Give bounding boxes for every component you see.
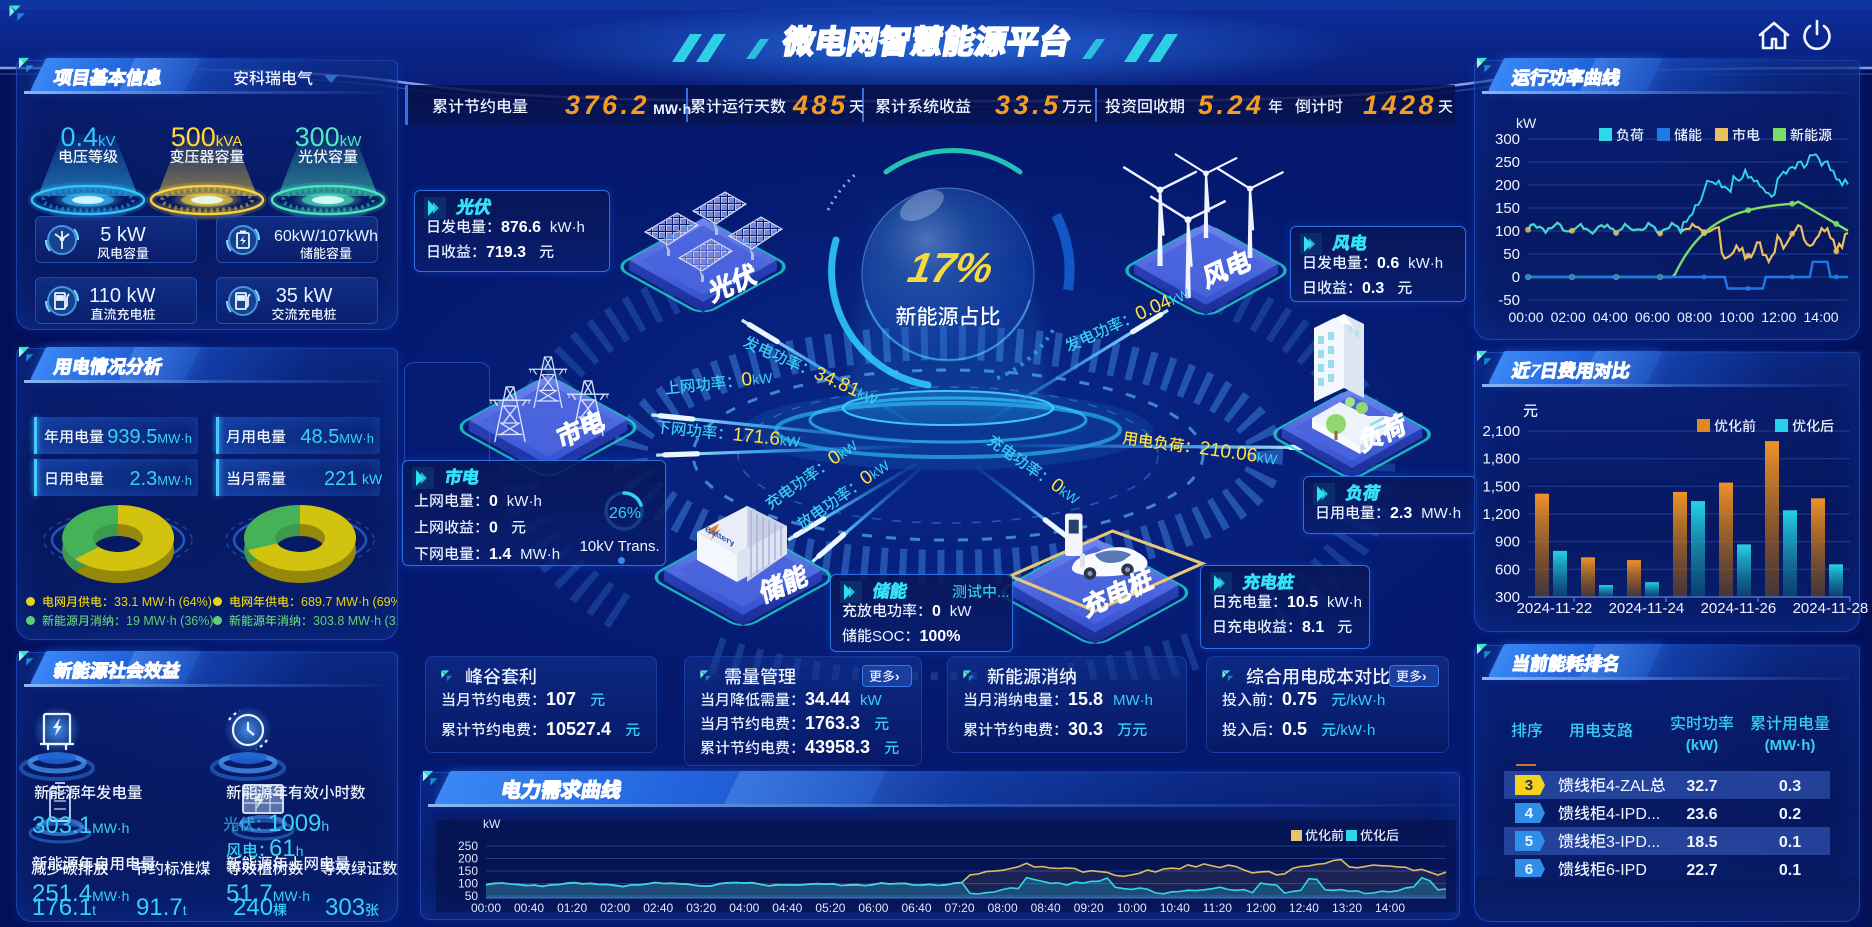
svg-text:kW: kW <box>1256 449 1279 468</box>
svg-text:kW: kW <box>1167 285 1193 308</box>
svg-text:0: 0 <box>740 369 753 391</box>
svg-text:210.06: 210.06 <box>1198 438 1258 467</box>
svg-text:kW: kW <box>855 385 881 408</box>
svg-text:171.6: 171.6 <box>732 424 781 450</box>
svg-text:kW: kW <box>779 432 802 450</box>
svg-text:kW: kW <box>751 370 774 388</box>
svg-text:34.81: 34.81 <box>811 363 863 402</box>
